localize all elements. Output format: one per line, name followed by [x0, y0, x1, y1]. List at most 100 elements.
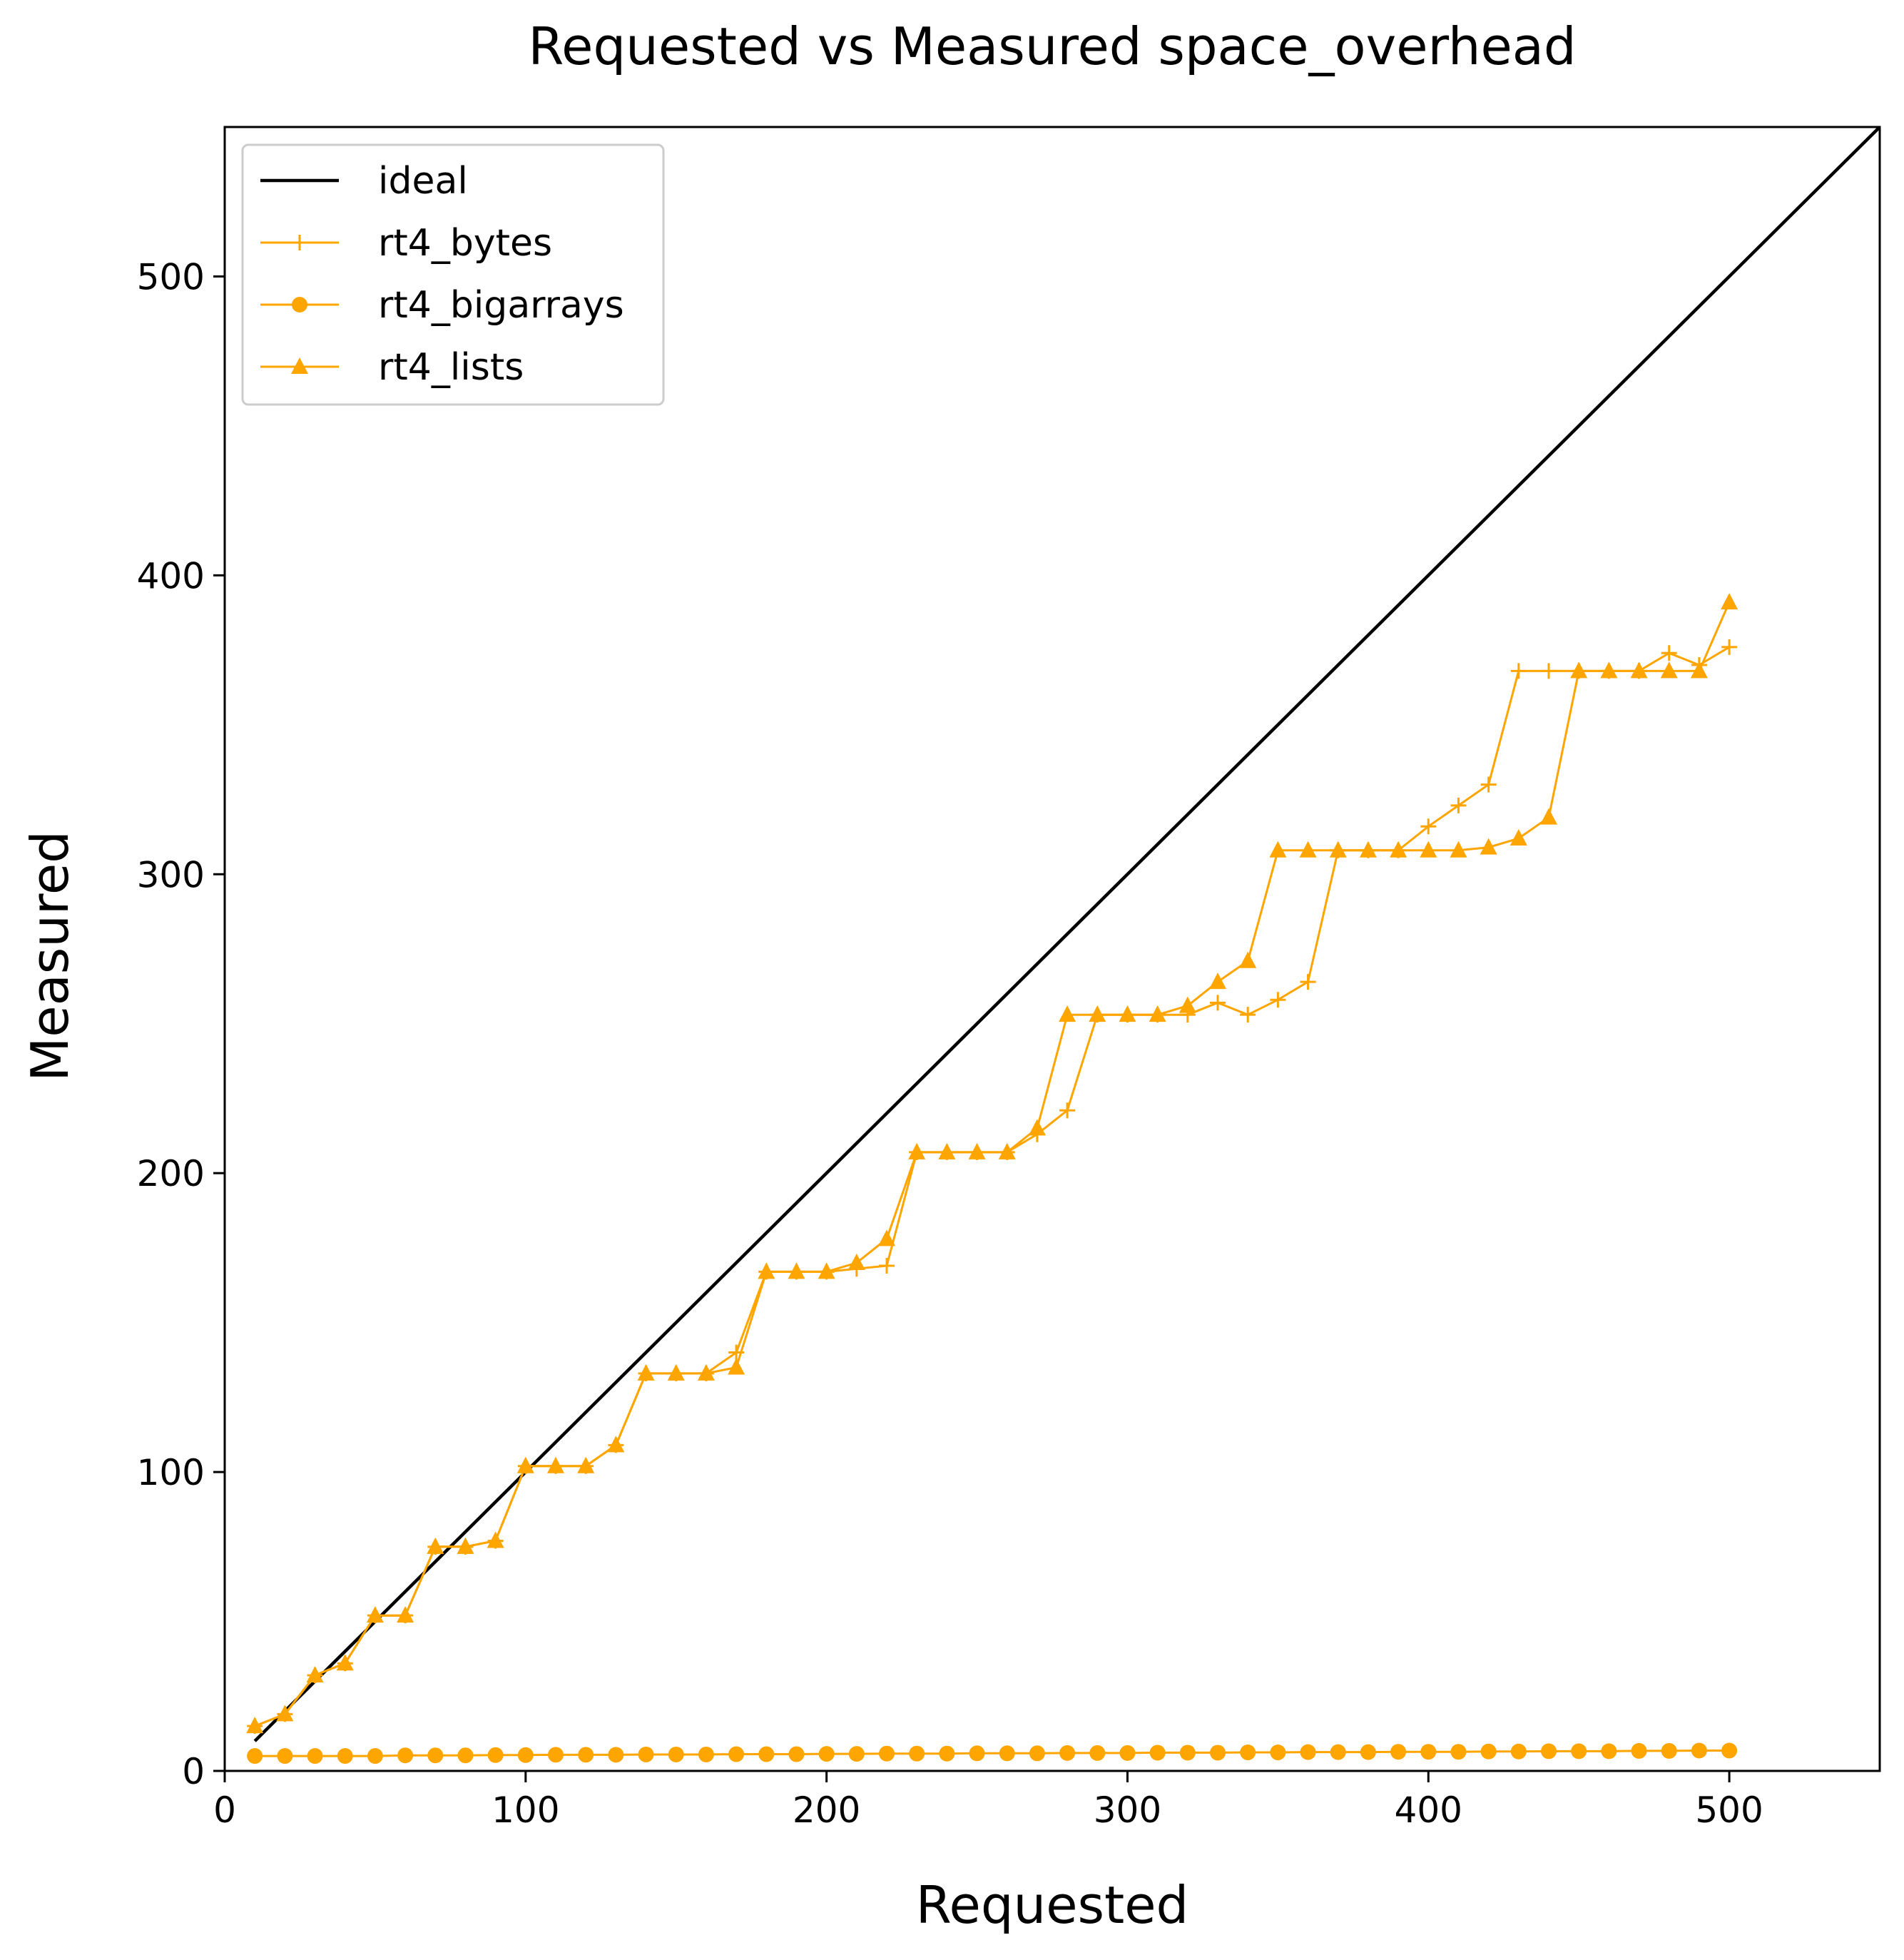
data-point	[1149, 1005, 1166, 1022]
data-point	[1420, 818, 1437, 835]
data-point	[1691, 1742, 1707, 1759]
data-point	[1510, 829, 1527, 846]
data-point	[276, 1705, 294, 1722]
data-point	[758, 1746, 775, 1762]
data-point	[1239, 951, 1257, 968]
data-point	[667, 1364, 685, 1381]
data-point	[1119, 1005, 1136, 1022]
data-point	[1630, 661, 1648, 679]
axes-frame	[223, 126, 1881, 1772]
data-point	[397, 1747, 414, 1764]
data-point	[1240, 1007, 1256, 1023]
data-point	[698, 1746, 714, 1762]
y-tick-label: 300	[137, 854, 205, 895]
data-point	[336, 1654, 354, 1671]
data-point	[367, 1748, 383, 1764]
y-tick-label: 400	[137, 555, 205, 596]
data-point	[637, 1364, 655, 1381]
x-tick-label: 100	[492, 1789, 559, 1831]
legend-box	[241, 143, 665, 406]
data-point	[818, 1262, 835, 1279]
data-point	[1600, 661, 1618, 679]
data-point	[292, 297, 307, 313]
data-point	[247, 1748, 263, 1764]
y-tick-label: 0	[182, 1751, 205, 1792]
data-point	[457, 1747, 474, 1764]
data-point	[1661, 1742, 1677, 1759]
x-tick-label: 300	[1094, 1789, 1161, 1831]
data-point	[728, 1358, 745, 1375]
legend-item: rt4_bytes	[260, 222, 552, 265]
data-point	[909, 1745, 925, 1762]
y-axis-label: Measured	[20, 831, 80, 1082]
data-point	[1570, 661, 1588, 679]
data-point	[307, 1748, 323, 1764]
data-point	[1450, 841, 1467, 858]
data-point	[1330, 1744, 1346, 1760]
data-point	[938, 1142, 956, 1159]
data-point	[1059, 1005, 1076, 1022]
data-point	[1721, 1742, 1738, 1759]
data-point	[427, 1747, 444, 1764]
data-point	[1510, 1743, 1527, 1760]
data-point	[608, 1747, 624, 1763]
data-point	[1541, 1743, 1557, 1760]
data-point	[548, 1747, 564, 1763]
data-point	[668, 1746, 684, 1762]
data-point	[1329, 841, 1347, 858]
data-point	[277, 1748, 293, 1764]
data-point	[516, 1456, 534, 1473]
data-point	[487, 1747, 504, 1763]
y-tick-label: 100	[137, 1452, 205, 1493]
data-point	[1089, 1745, 1106, 1761]
data-point	[1179, 1745, 1196, 1761]
data-point	[1541, 663, 1557, 679]
data-point	[1210, 1745, 1226, 1761]
data-point	[457, 1537, 474, 1554]
data-point	[1209, 973, 1226, 990]
data-point	[1721, 593, 1738, 610]
legend-item: ideal	[260, 160, 468, 203]
series-line	[255, 1750, 1730, 1757]
data-point	[366, 1606, 384, 1623]
data-point	[1059, 1102, 1076, 1119]
data-point	[1480, 838, 1497, 855]
data-point	[788, 1746, 805, 1762]
data-point	[1240, 1745, 1256, 1761]
data-point	[1149, 1745, 1166, 1761]
data-point	[1028, 1119, 1046, 1136]
data-point	[291, 357, 308, 374]
y-axis: 0 100 200 300 400 500	[137, 256, 225, 1792]
data-point	[1571, 1743, 1587, 1760]
data-point	[577, 1456, 595, 1473]
legend-item: rt4_lists	[260, 346, 524, 389]
series-rt4-lists	[246, 593, 1738, 1734]
data-point	[758, 1262, 775, 1279]
data-point	[578, 1747, 594, 1763]
data-point	[1210, 995, 1226, 1011]
data-point	[1300, 1744, 1316, 1760]
data-point	[1660, 661, 1678, 679]
data-point	[1390, 1744, 1407, 1760]
data-point	[1450, 797, 1467, 813]
data-point	[1270, 992, 1286, 1008]
data-point	[427, 1537, 444, 1554]
data-point	[878, 1229, 895, 1246]
data-point	[1089, 1005, 1106, 1022]
data-point	[1721, 639, 1738, 655]
series-rt4-bytes	[247, 639, 1738, 1735]
data-point	[1178, 996, 1196, 1013]
data-point	[1269, 841, 1287, 858]
data-point	[728, 1746, 745, 1762]
x-axis: 0 100 200 300 400 500	[213, 1771, 1763, 1831]
data-point	[638, 1746, 654, 1762]
data-point	[939, 1745, 955, 1762]
data-point	[879, 1745, 895, 1762]
data-point	[1119, 1745, 1136, 1761]
legend-label: rt4_lists	[378, 346, 524, 389]
data-point	[999, 1745, 1015, 1762]
data-point	[848, 1746, 865, 1762]
data-point	[908, 1142, 926, 1159]
data-point	[487, 1531, 504, 1548]
data-point	[292, 235, 307, 250]
